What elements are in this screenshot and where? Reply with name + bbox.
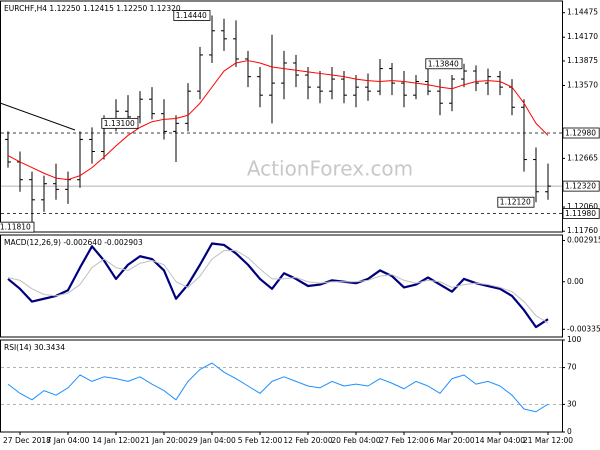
y-tick-label: 30 xyxy=(567,399,577,408)
level-label: 1.12980 xyxy=(565,129,596,138)
panel-title: RSI(14) 30.3434 xyxy=(4,343,65,352)
x-tick-label: 27 Feb 12:00 xyxy=(379,436,428,445)
y-tick-label: 1.11760 xyxy=(567,226,598,235)
x-tick-label: 29 Jan 04:00 xyxy=(188,436,236,445)
current-price-label: 1.12320 xyxy=(565,182,596,191)
panel-frame xyxy=(0,234,563,338)
annotation-box xyxy=(425,58,463,70)
level-box xyxy=(562,127,600,139)
y-tick-label: -0.003357 xyxy=(567,324,600,333)
panel-frame xyxy=(0,339,563,433)
y-tick-label: 1.12060 xyxy=(567,202,598,211)
y-tick-label: 0.002915 xyxy=(567,235,600,244)
series-line xyxy=(7,60,549,181)
y-tick-label: 100 xyxy=(567,335,582,344)
level-box xyxy=(562,208,600,219)
x-tick-label: 20 Feb 04:00 xyxy=(331,436,380,445)
annotation-label: 1.12120 xyxy=(500,198,531,207)
annotation-label: 1.13840 xyxy=(428,59,459,68)
annotation-box xyxy=(497,196,535,208)
series-line xyxy=(7,250,549,324)
panel-title: EURCHF,H4 1.12250 1.12415 1.12250 1.1232… xyxy=(4,4,181,13)
annotation-label: 1.14440 xyxy=(176,11,207,20)
x-tick-label: 14 Mar 04:00 xyxy=(475,436,525,445)
annotation-label: 1.11810 xyxy=(0,223,31,232)
x-tick-label: 12 Feb 20:00 xyxy=(283,436,332,445)
annotation-label: 1.13100 xyxy=(104,119,135,128)
x-tick-label: 7 Jan 04:00 xyxy=(47,436,90,445)
annotation-box xyxy=(0,221,35,233)
x-tick-label: 27 Dec 2018 xyxy=(3,436,51,445)
series-line xyxy=(7,362,549,413)
panel-frame xyxy=(0,0,563,233)
y-tick-label: 1.13570 xyxy=(567,81,598,90)
x-tick-label: 6 Mar 20:00 xyxy=(429,436,475,445)
x-tick-label: 14 Jan 12:00 xyxy=(92,436,140,445)
y-tick-label: 70 xyxy=(567,363,577,372)
y-tick-label: 0.00 xyxy=(567,277,584,286)
y-tick-label: 1.14475 xyxy=(567,8,598,17)
x-tick-label: 21 Mar 12:00 xyxy=(523,436,573,445)
current-price-box xyxy=(562,180,600,192)
x-tick-label: 21 Jan 20:00 xyxy=(140,436,188,445)
annotation-box xyxy=(101,117,139,129)
watermark: ActionForex.com xyxy=(247,157,413,181)
y-tick-label: 1.13875 xyxy=(567,56,598,65)
y-tick-label: 1.14170 xyxy=(567,32,598,41)
panel-title: MACD(12,26,9) -0.002640 -0.002903 xyxy=(4,238,143,247)
level-label: 1.11980 xyxy=(565,209,596,218)
y-tick-label: 1.12665 xyxy=(567,153,598,162)
x-tick-label: 5 Feb 12:00 xyxy=(238,436,283,445)
trend-line xyxy=(0,102,76,131)
y-tick-label: 0 xyxy=(567,427,572,436)
series-line xyxy=(7,242,549,329)
annotation-box xyxy=(173,10,211,21)
